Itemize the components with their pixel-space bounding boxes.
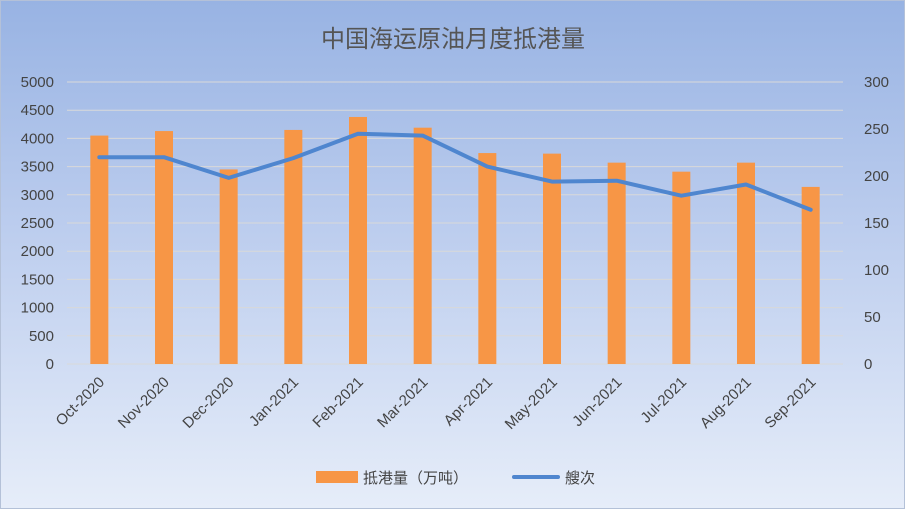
bar: [737, 162, 755, 364]
y-left-tick-label: 3500: [21, 159, 54, 176]
y-right-tick-label: 0: [864, 356, 872, 373]
bar: [219, 169, 238, 364]
y-right-tick-label: 150: [864, 215, 889, 232]
bar: [672, 171, 691, 364]
legend-label-line: 艘次: [565, 469, 595, 487]
y-right-tick-label: 200: [864, 168, 889, 185]
x-tick-label: Oct-2020: [53, 374, 109, 430]
bar-series: [90, 116, 820, 365]
y-right-tick-label: 300: [864, 74, 889, 91]
bar: [155, 131, 173, 364]
gridlines: [67, 81, 843, 365]
y-left-tick-label: 5000: [21, 74, 54, 91]
x-tick-label: Dec-2020: [179, 374, 237, 432]
bar: [413, 127, 432, 365]
legend-swatch-bar: [316, 471, 358, 483]
y-right-tick-label: 250: [864, 121, 889, 138]
y-left-tick-label: 1500: [21, 271, 54, 288]
x-tick-label: May-2021: [502, 374, 561, 433]
bar: [478, 153, 497, 364]
right-axis: 0 50 100 150 200 250 300: [864, 74, 889, 373]
x-tick-label: Jan-2021: [246, 374, 302, 430]
bar: [284, 129, 303, 364]
chart-title: 中国海运原油月度抵港量: [321, 25, 585, 53]
x-tick-label: Feb-2021: [309, 374, 366, 431]
bar: [349, 116, 367, 364]
x-axis: Oct-2020 Nov-2020 Dec-2020 Jan-2021 Feb-2021…: [53, 374, 820, 433]
x-tick-label: Jul-2021: [637, 374, 690, 427]
bar: [607, 162, 626, 364]
y-left-tick-label: 500: [29, 328, 54, 345]
y-left-tick-label: 2500: [21, 215, 54, 232]
bar: [543, 153, 561, 364]
y-right-tick-label: 100: [864, 262, 889, 279]
y-left-tick-label: 1000: [21, 300, 54, 317]
y-left-tick-label: 4500: [21, 102, 54, 119]
left-axis: 0 500 1000 1500 2000 2500 3000 3500 4000 4500 5000: [21, 74, 54, 373]
x-tick-label: Nov-2020: [115, 374, 173, 432]
x-tick-label: Sep-2021: [761, 374, 819, 432]
x-tick-label: Aug-2021: [697, 374, 755, 432]
legend: 抵港量（万吨） 艘次: [316, 469, 595, 487]
line-series: [97, 131, 813, 212]
y-left-tick-label: 0: [46, 356, 54, 373]
bar: [801, 186, 820, 364]
legend-label-bar: 抵港量（万吨）: [363, 469, 468, 487]
y-left-tick-label: 3000: [21, 187, 54, 204]
x-tick-label: Mar-2021: [374, 374, 431, 431]
x-tick-label: Jun-2021: [569, 374, 625, 430]
y-right-tick-label: 50: [864, 309, 881, 326]
bar: [90, 135, 109, 364]
y-left-tick-label: 2000: [21, 243, 54, 260]
series-line: [97, 131, 813, 212]
y-left-tick-label: 4000: [21, 130, 54, 147]
x-tick-label: Apr-2021: [440, 374, 496, 430]
